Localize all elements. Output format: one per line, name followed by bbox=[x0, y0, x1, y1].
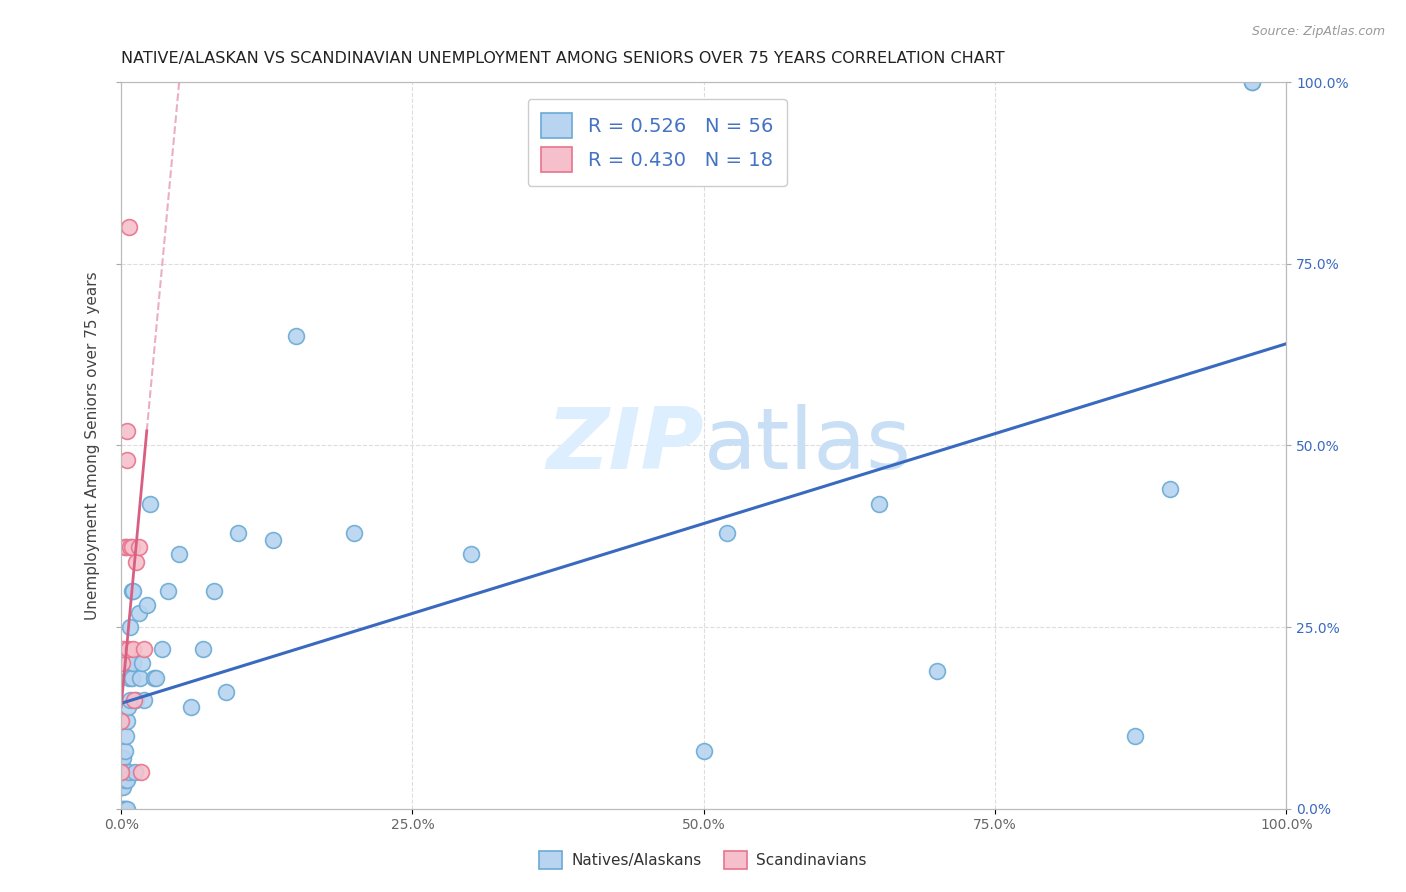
Point bbox=[128, 671, 150, 685]
Point bbox=[128, 606, 150, 620]
Point bbox=[1123, 729, 1146, 743]
Point bbox=[1240, 75, 1263, 89]
Point bbox=[121, 540, 143, 554]
Point bbox=[122, 692, 145, 706]
Point bbox=[114, 802, 136, 816]
Point bbox=[121, 583, 143, 598]
Text: Source: ZipAtlas.com: Source: ZipAtlas.com bbox=[1251, 25, 1385, 38]
Legend: R = 0.526   N = 56, R = 0.430   N = 18: R = 0.526 N = 56, R = 0.430 N = 18 bbox=[527, 99, 787, 186]
Point bbox=[139, 496, 162, 510]
Point bbox=[125, 555, 148, 569]
Point bbox=[117, 657, 139, 671]
Point bbox=[114, 743, 136, 757]
Point bbox=[111, 802, 134, 816]
Point bbox=[215, 685, 238, 699]
Point bbox=[180, 700, 202, 714]
Text: ZIP: ZIP bbox=[546, 404, 704, 487]
Text: atlas: atlas bbox=[704, 404, 912, 487]
Point bbox=[131, 657, 153, 671]
Point bbox=[120, 620, 142, 634]
Point bbox=[262, 533, 284, 547]
Point bbox=[121, 671, 143, 685]
Point bbox=[460, 548, 482, 562]
Point bbox=[110, 765, 132, 780]
Point bbox=[191, 641, 214, 656]
Point bbox=[121, 641, 143, 656]
Legend: Natives/Alaskans, Scandinavians: Natives/Alaskans, Scandinavians bbox=[533, 845, 873, 875]
Point bbox=[112, 751, 135, 765]
Point bbox=[115, 453, 138, 467]
Point bbox=[1159, 482, 1181, 496]
Point bbox=[115, 772, 138, 787]
Point bbox=[145, 671, 167, 685]
Point bbox=[112, 802, 135, 816]
Point bbox=[114, 765, 136, 780]
Point bbox=[925, 664, 948, 678]
Point bbox=[868, 496, 890, 510]
Point bbox=[121, 583, 143, 598]
Point bbox=[115, 802, 138, 816]
Point bbox=[115, 714, 138, 729]
Point bbox=[124, 765, 146, 780]
Point bbox=[134, 641, 156, 656]
Point bbox=[142, 671, 165, 685]
Point bbox=[111, 772, 134, 787]
Point bbox=[284, 329, 307, 343]
Point bbox=[115, 424, 138, 438]
Y-axis label: Unemployment Among Seniors over 75 years: Unemployment Among Seniors over 75 years bbox=[86, 271, 100, 620]
Point bbox=[110, 714, 132, 729]
Point bbox=[202, 583, 225, 598]
Point bbox=[118, 220, 141, 235]
Point bbox=[693, 743, 716, 757]
Point bbox=[120, 540, 142, 554]
Point bbox=[226, 525, 249, 540]
Point bbox=[110, 758, 132, 772]
Point bbox=[129, 765, 152, 780]
Point bbox=[111, 657, 134, 671]
Point bbox=[716, 525, 738, 540]
Text: NATIVE/ALASKAN VS SCANDINAVIAN UNEMPLOYMENT AMONG SENIORS OVER 75 YEARS CORRELAT: NATIVE/ALASKAN VS SCANDINAVIAN UNEMPLOYM… bbox=[121, 51, 1005, 66]
Point bbox=[121, 657, 143, 671]
Point bbox=[118, 765, 141, 780]
Point bbox=[135, 599, 157, 613]
Point bbox=[114, 729, 136, 743]
Point bbox=[1240, 75, 1263, 89]
Point bbox=[117, 700, 139, 714]
Point bbox=[134, 692, 156, 706]
Point bbox=[114, 802, 136, 816]
Point bbox=[114, 540, 136, 554]
Point bbox=[150, 641, 173, 656]
Point bbox=[114, 772, 136, 787]
Point bbox=[112, 780, 135, 794]
Point bbox=[343, 525, 366, 540]
Point bbox=[125, 692, 148, 706]
Point bbox=[114, 540, 136, 554]
Point bbox=[112, 641, 135, 656]
Point bbox=[118, 671, 141, 685]
Point bbox=[169, 548, 191, 562]
Point bbox=[110, 780, 132, 794]
Point bbox=[156, 583, 179, 598]
Point bbox=[128, 540, 150, 554]
Point bbox=[120, 692, 142, 706]
Point bbox=[117, 641, 139, 656]
